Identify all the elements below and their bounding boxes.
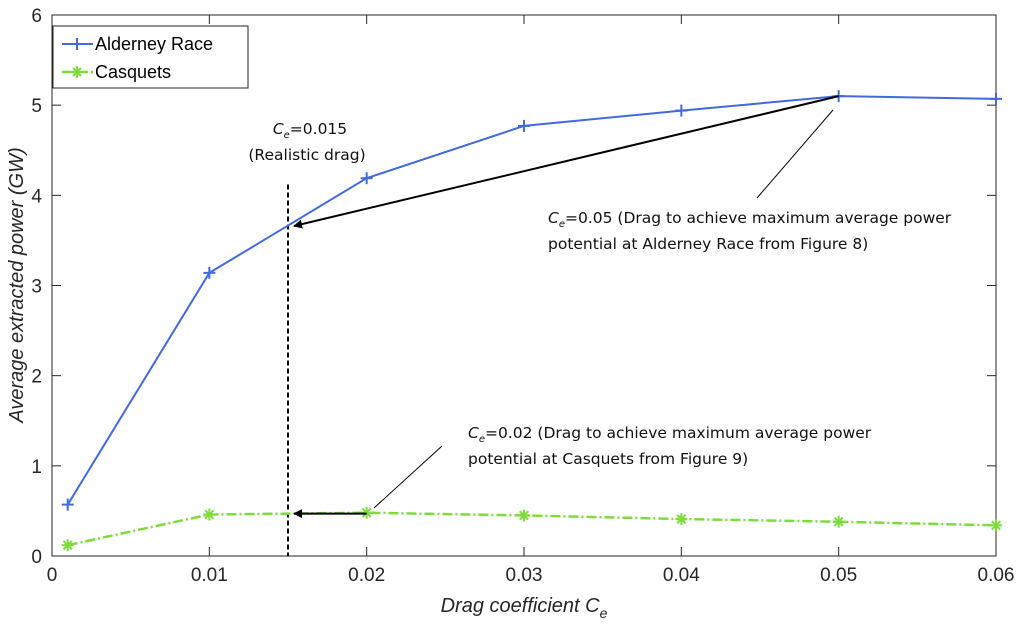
annotation-alderney: Ce=0.05 (Drag to achieve maximum average… [548,109,952,253]
y-tick-label: 0 [31,547,42,568]
x-axis-label: Drag coefficient Ce [441,595,608,621]
data-point-asterisk [203,508,216,521]
x-tick-label: 0.06 [978,565,1015,586]
data-point-asterisk [518,509,530,522]
data-point-plus [990,92,1002,105]
svg-text:(Realistic drag): (Realistic drag) [248,146,365,164]
annotation-casquets: Ce=0.02 (Drag to achieve maximum average… [373,424,872,509]
x-tick-label: 0.04 [663,565,700,586]
svg-text:Ce=0.05 (Drag to achieve maxim: Ce=0.05 (Drag to achieve maximum average… [548,209,952,230]
legend-box [52,25,249,89]
leader-line-alderney [756,109,834,199]
annotation-arrows [293,95,839,519]
y-tick-label: 3 [31,277,42,298]
legend-label-alderney: Alderney Race [95,34,213,54]
svg-text:Ce=0.015: Ce=0.015 [273,120,347,141]
y-tick-label: 6 [31,6,42,27]
svg-text:Ce=0.02 (Drag to achieve maxim: Ce=0.02 (Drag to achieve maximum average… [468,424,872,445]
leader-line-casquets [373,445,443,509]
data-point-asterisk [61,539,74,552]
data-point-plus [360,172,373,185]
data-point-asterisk [675,513,688,526]
legend-marker-casquets [71,66,83,78]
y-axis-label: Average extracted power (GW) [6,147,28,423]
data-point-plus [203,266,216,279]
legend-marker-alderney [71,38,83,50]
svg-text:potential at Casquets from Fig: potential at Casquets from Figure 9) [468,450,748,468]
x-tick-label: 0.01 [191,565,228,586]
data-point-plus [518,119,530,132]
y-tick-label: 5 [31,96,42,117]
y-tick-label: 2 [31,367,42,388]
y-tick-label: 1 [31,457,42,478]
data-point-asterisk [832,515,845,528]
legend: Alderney Race Casquets [52,25,249,89]
annotation-realistic-drag: Ce=0.015 (Realistic drag) [248,120,365,164]
annotation-arrow [293,95,839,229]
x-tick-label: 0.03 [506,565,543,586]
y-tick-label: 4 [31,186,42,207]
x-tick-label: 0.02 [348,565,385,586]
plot-area [51,14,997,557]
legend-label-casquets: Casquets [95,62,171,82]
data-point-plus [61,498,74,511]
axis-ticks: 0 0.01 0.02 0.03 0.04 0.05 0.06 0 1 2 3 4 5 6 [31,6,1014,586]
x-tick-label: 0.05 [820,565,857,586]
data-point-plus [675,104,688,117]
data-point-asterisk [990,519,1002,532]
svg-text:potential at Alderney Race fro: potential at Alderney Race from Figure 8… [548,235,868,253]
x-tick-label: 0 [47,565,58,586]
